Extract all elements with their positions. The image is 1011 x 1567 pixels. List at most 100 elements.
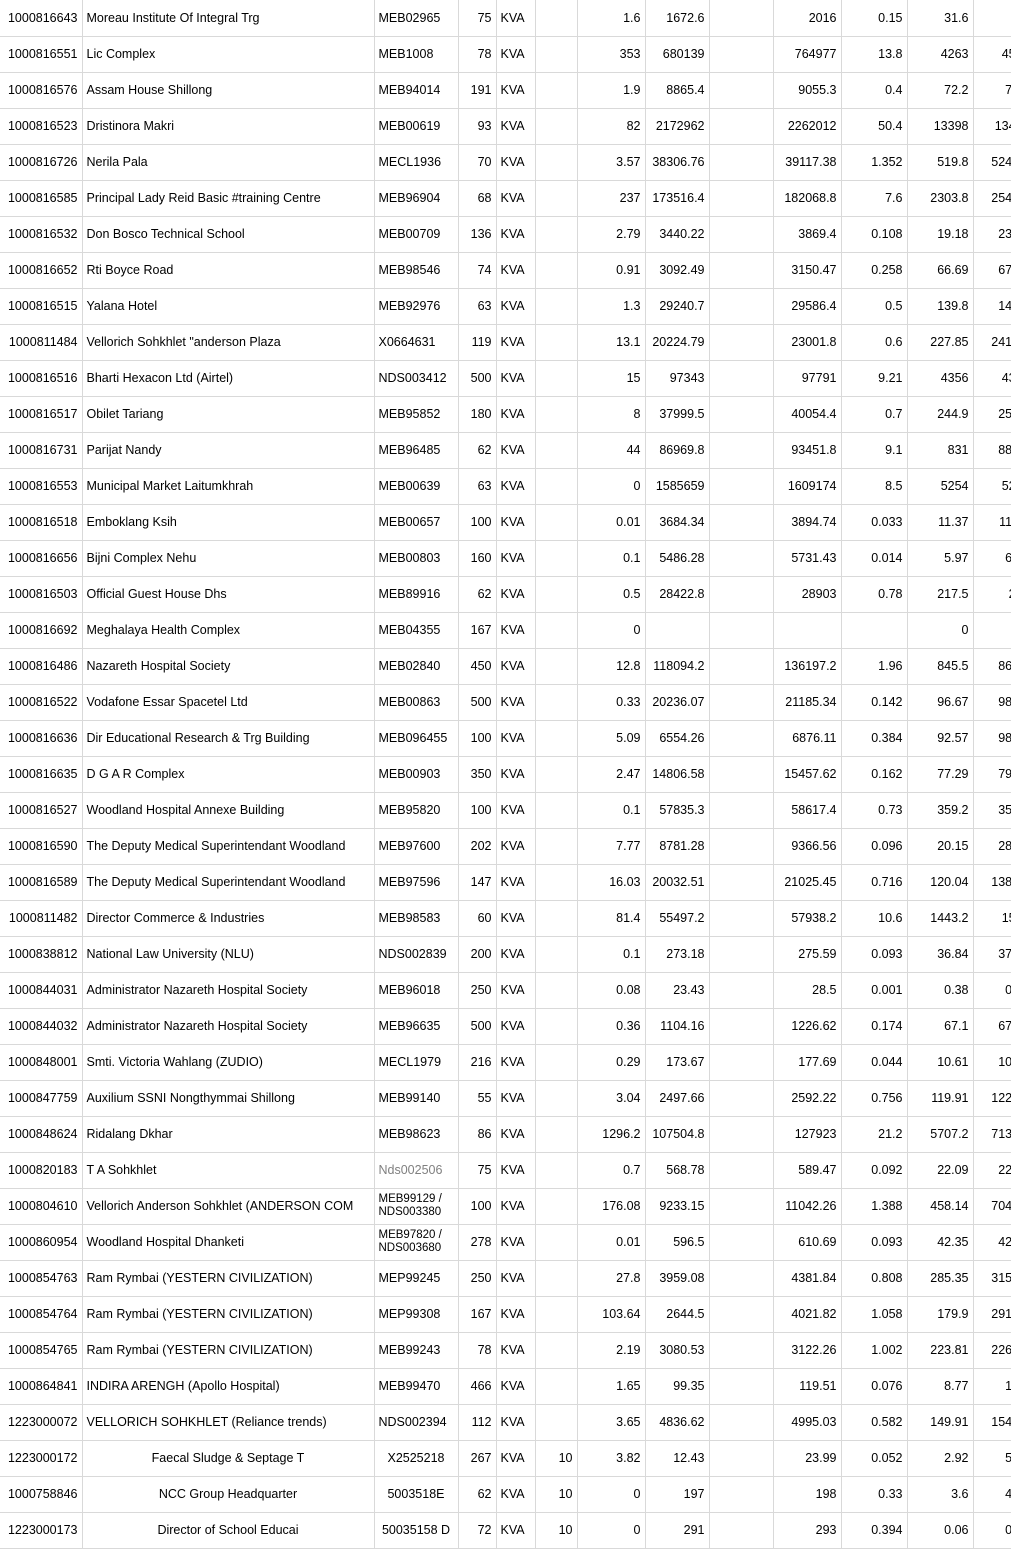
value-3-cell[interactable]: 2016 xyxy=(773,0,842,37)
account-number-cell[interactable]: 1000848624 xyxy=(0,1116,83,1153)
extra-value-cell[interactable] xyxy=(535,828,578,865)
value-1-cell[interactable]: 0 xyxy=(577,1512,646,1549)
extra-value-cell[interactable] xyxy=(535,216,578,253)
account-number-cell[interactable]: 1000816523 xyxy=(0,108,83,145)
consumer-name-cell[interactable]: Woodland Hospital Annexe Building xyxy=(82,792,375,829)
value-3-cell[interactable]: 177.69 xyxy=(773,1044,842,1081)
consumer-name-cell[interactable]: Faecal Sludge & Septage T xyxy=(82,1440,375,1477)
value-1-cell[interactable]: 2.19 xyxy=(577,1332,646,1369)
value-3-cell[interactable]: 2592.22 xyxy=(773,1080,842,1117)
value-3-cell[interactable] xyxy=(773,612,842,649)
account-number-cell[interactable]: 1000816726 xyxy=(0,144,83,181)
value-3-cell[interactable]: 5731.43 xyxy=(773,540,842,577)
value-blank-cell[interactable] xyxy=(709,1008,774,1045)
load-unit-cell[interactable]: KVA xyxy=(496,1116,536,1153)
load-unit-cell[interactable]: KVA xyxy=(496,1152,536,1189)
value-blank-cell[interactable] xyxy=(709,1044,774,1081)
load-unit-cell[interactable]: KVA xyxy=(496,864,536,901)
value-2-cell[interactable]: 20224.79 xyxy=(645,324,710,361)
value-3-cell[interactable]: 21025.45 xyxy=(773,864,842,901)
meter-code-cell[interactable]: MEP99245 xyxy=(374,1260,459,1297)
value-5-cell[interactable]: 4263 xyxy=(907,36,974,73)
value-3-cell[interactable]: 1226.62 xyxy=(773,1008,842,1045)
value-6-cell[interactable]: 0.27 xyxy=(973,1512,1011,1549)
extra-value-cell[interactable] xyxy=(535,144,578,181)
value-5-cell[interactable]: 11.37 xyxy=(907,504,974,541)
value-blank-cell[interactable] xyxy=(709,144,774,181)
meter-code-cell[interactable]: MEB99140 xyxy=(374,1080,459,1117)
sanctioned-load-cell[interactable]: 350 xyxy=(458,756,497,793)
value-3-cell[interactable]: 11042.26 xyxy=(773,1188,842,1225)
value-blank-cell[interactable] xyxy=(709,936,774,973)
load-unit-cell[interactable]: KVA xyxy=(496,756,536,793)
sanctioned-load-cell[interactable]: 75 xyxy=(458,0,497,37)
value-blank-cell[interactable] xyxy=(709,1188,774,1225)
consumer-name-cell[interactable]: Ram Rymbai (YESTERN CIVILIZATION) xyxy=(82,1260,375,1297)
value-3-cell[interactable]: 3869.4 xyxy=(773,216,842,253)
value-5-cell[interactable]: 5.97 xyxy=(907,540,974,577)
value-4-cell[interactable]: 9.1 xyxy=(841,432,908,469)
sanctioned-load-cell[interactable]: 78 xyxy=(458,1332,497,1369)
table-row[interactable]: 1000848624 Ridalang Dkhar MEB98623 86 KVA 129… xyxy=(0,1116,1011,1153)
meter-code-cell[interactable]: MEB95852 xyxy=(374,396,459,433)
value-5-cell[interactable]: 2303.8 xyxy=(907,180,974,217)
value-blank-cell[interactable] xyxy=(709,756,774,793)
value-2-cell[interactable]: 9233.15 xyxy=(645,1188,710,1225)
meter-code-cell[interactable]: MEB04355 xyxy=(374,612,459,649)
meter-code-cell[interactable]: MEB97600 xyxy=(374,828,459,865)
value-4-cell[interactable]: 0.258 xyxy=(841,252,908,289)
table-row[interactable]: 1000811482 Director Commerce & Industries… xyxy=(0,900,1011,937)
load-unit-cell[interactable]: KVA xyxy=(496,1512,536,1549)
value-3-cell[interactable]: 40054.4 xyxy=(773,396,842,433)
value-6-cell[interactable]: 5255 xyxy=(973,468,1011,505)
account-number-cell[interactable]: 1000844032 xyxy=(0,1008,83,1045)
value-blank-cell[interactable] xyxy=(709,252,774,289)
load-unit-cell[interactable]: KVA xyxy=(496,648,536,685)
meter-code-cell[interactable]: MEB96018 xyxy=(374,972,459,1009)
value-2-cell[interactable]: 5486.28 xyxy=(645,540,710,577)
extra-value-cell[interactable] xyxy=(535,864,578,901)
meter-code-cell[interactable]: MEB02840 xyxy=(374,648,459,685)
value-1-cell[interactable]: 0 xyxy=(577,1476,646,1513)
value-3-cell[interactable]: 610.69 xyxy=(773,1224,842,1261)
value-5-cell[interactable]: 92.57 xyxy=(907,720,974,757)
value-6-cell[interactable]: 10.73 xyxy=(973,1044,1011,1081)
value-6-cell[interactable]: 0 xyxy=(973,612,1011,649)
sanctioned-load-cell[interactable]: 93 xyxy=(458,108,497,145)
value-2-cell[interactable]: 2497.66 xyxy=(645,1080,710,1117)
consumer-name-cell[interactable]: National Law University (NLU) xyxy=(82,936,375,973)
value-5-cell[interactable]: 4356 xyxy=(907,360,974,397)
value-4-cell[interactable] xyxy=(841,612,908,649)
value-1-cell[interactable]: 27.8 xyxy=(577,1260,646,1297)
extra-value-cell[interactable] xyxy=(535,180,578,217)
meter-code-cell[interactable]: MEB00639 xyxy=(374,468,459,505)
value-3-cell[interactable]: 29586.4 xyxy=(773,288,842,325)
value-6-cell[interactable]: 4373 xyxy=(973,360,1011,397)
value-3-cell[interactable]: 97791 xyxy=(773,360,842,397)
table-row[interactable]: 1000816503 Official Guest House Dhs MEB899… xyxy=(0,576,1011,613)
value-6-cell[interactable]: 0.47 xyxy=(973,972,1011,1009)
value-2-cell[interactable]: 12.43 xyxy=(645,1440,710,1477)
sanctioned-load-cell[interactable]: 136 xyxy=(458,216,497,253)
table-row[interactable]: 1000816553 Municipal Market Laitumkhrah ME… xyxy=(0,468,1011,505)
value-6-cell[interactable]: 13483 xyxy=(973,108,1011,145)
value-4-cell[interactable]: 0.7 xyxy=(841,396,908,433)
extra-value-cell[interactable] xyxy=(535,720,578,757)
consumer-name-cell[interactable]: Principal Lady Reid Basic #training Cent… xyxy=(82,180,375,217)
meter-code-cell[interactable]: MEB89916 xyxy=(374,576,459,613)
extra-value-cell[interactable] xyxy=(535,1008,578,1045)
consumer-name-cell[interactable]: The Deputy Medical Superintendant Woodla… xyxy=(82,864,375,901)
extra-value-cell[interactable] xyxy=(535,576,578,613)
value-2-cell[interactable]: 291 xyxy=(645,1512,710,1549)
value-4-cell[interactable]: 1.352 xyxy=(841,144,908,181)
value-blank-cell[interactable] xyxy=(709,1332,774,1369)
table-row[interactable]: 1000758846 NCC Group Headquarter 5003518E 6… xyxy=(0,1476,1011,1513)
value-5-cell[interactable]: 5254 xyxy=(907,468,974,505)
value-6-cell[interactable]: 122.65 xyxy=(973,1080,1011,1117)
extra-value-cell[interactable] xyxy=(535,72,578,109)
extra-value-cell[interactable] xyxy=(535,900,578,937)
value-2-cell[interactable]: 4836.62 xyxy=(645,1404,710,1441)
value-4-cell[interactable]: 1.96 xyxy=(841,648,908,685)
value-blank-cell[interactable] xyxy=(709,972,774,1009)
value-1-cell[interactable]: 15 xyxy=(577,360,646,397)
